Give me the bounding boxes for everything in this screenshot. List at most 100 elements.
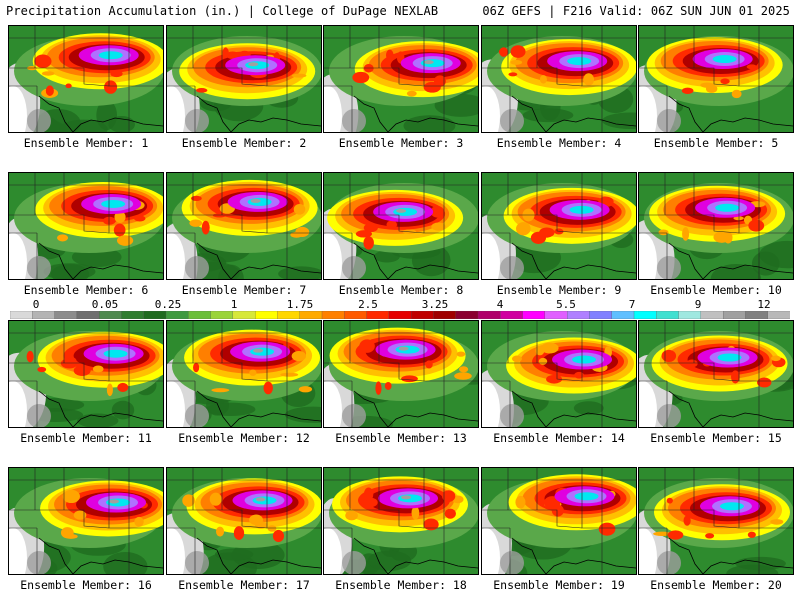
member-label: Ensemble Member: 14 (493, 431, 625, 445)
colorbar-swatch (188, 311, 212, 319)
colorbar-swatch (388, 311, 412, 319)
member-label: Ensemble Member: 20 (650, 578, 782, 592)
precip-field (482, 26, 636, 132)
precip-field (639, 26, 793, 132)
precip-field (167, 321, 321, 427)
colorbar-swatch (566, 311, 591, 319)
colorbar-tick-label: 3.25 (421, 298, 449, 311)
precip-map (638, 25, 794, 133)
precip-map (481, 25, 637, 133)
colorbar-tick-label: 0.05 (91, 298, 119, 311)
precip-map (8, 320, 164, 428)
precip-field (639, 468, 793, 574)
colorbar-swatch (656, 311, 680, 319)
member-label: Ensemble Member: 16 (20, 578, 152, 592)
colorbar-swatch (500, 311, 524, 319)
precip-field (482, 468, 636, 574)
ensemble-member-panel: Ensemble Member: 14 (481, 320, 637, 445)
member-label: Ensemble Member: 19 (493, 578, 625, 592)
colorbar-swatch (455, 311, 479, 319)
ensemble-member-panel: Ensemble Member: 4 (481, 25, 637, 150)
member-label: Ensemble Member: 12 (178, 431, 310, 445)
colorbar-swatch (722, 311, 747, 319)
precip-map (481, 320, 637, 428)
precip-field (639, 321, 793, 427)
member-label: Ensemble Member: 7 (181, 283, 307, 297)
colorbar-tick-label: 1.75 (286, 298, 314, 311)
ensemble-member-panel: Ensemble Member: 16 (8, 467, 164, 592)
colorbar-swatch (254, 311, 279, 319)
member-label: Ensemble Member: 6 (23, 283, 149, 297)
ensemble-member-panel: Ensemble Member: 10 (638, 172, 794, 297)
member-label: Ensemble Member: 18 (335, 578, 467, 592)
member-label: Ensemble Member: 3 (338, 136, 464, 150)
ensemble-member-panel: Ensemble Member: 11 (8, 320, 164, 445)
colorbar-swatch (277, 311, 301, 319)
ensemble-member-panel: Ensemble Member: 9 (481, 172, 637, 297)
colorbar-swatch (433, 311, 457, 319)
ensemble-member-panel: Ensemble Member: 15 (638, 320, 794, 445)
ensemble-member-panel: Ensemble Member: 17 (166, 467, 322, 592)
colorbar-tick-label: 1 (230, 298, 238, 311)
precip-map (481, 172, 637, 280)
colorbar-swatch (366, 311, 390, 319)
colorbar-tick-label: 12 (757, 298, 771, 311)
precip-field (9, 321, 163, 427)
ensemble-member-panel: Ensemble Member: 1 (8, 25, 164, 150)
ensemble-member-panel: Ensemble Member: 13 (323, 320, 479, 445)
colorbar-swatch (143, 311, 167, 319)
colorbar-swatch (54, 311, 78, 319)
colorbar-swatch (121, 311, 145, 319)
precip-map (8, 172, 164, 280)
colorbar-swatch (410, 311, 435, 319)
precip-map (166, 172, 322, 280)
colorbar-swatch (10, 311, 33, 319)
colorbar-swatch (522, 311, 546, 319)
ensemble-member-panel: Ensemble Member: 8 (323, 172, 479, 297)
colorbar-swatch (210, 311, 234, 319)
member-label: Ensemble Member: 9 (496, 283, 622, 297)
ensemble-member-panel: Ensemble Member: 3 (323, 25, 479, 150)
colorbar-swatch (232, 311, 256, 319)
precip-field (167, 468, 321, 574)
map-title: Precipitation Accumulation (in.) | Colle… (6, 4, 439, 18)
precip-field (639, 173, 793, 279)
member-label: Ensemble Member: 13 (335, 431, 467, 445)
colorbar-tick-label: 5.5 (556, 298, 576, 311)
member-label: Ensemble Member: 5 (653, 136, 779, 150)
colorbar-scale (10, 311, 790, 319)
colorbar-swatch (745, 311, 769, 319)
run-info: 06Z GEFS | F216 Valid: 06Z SUN JUN 01 20… (482, 4, 790, 18)
precip-field (9, 26, 163, 132)
ensemble-member-panel: Ensemble Member: 20 (638, 467, 794, 592)
colorbar-swatch (700, 311, 724, 319)
colorbar-swatch (76, 311, 100, 319)
colorbar-swatch (678, 311, 702, 319)
precip-map (638, 320, 794, 428)
colorbar-swatch (98, 311, 123, 319)
colorbar-swatch (344, 311, 368, 319)
colorbar-swatch (477, 311, 501, 319)
precip-field (9, 468, 163, 574)
precip-colorbar: 0 0.05 0.25 1 1.75 2.5 3.25 4 5.5 7 9 12 (10, 298, 790, 320)
colorbar-tick-label: 4 (496, 298, 504, 311)
precip-field (167, 26, 321, 132)
colorbar-tick-label: 0 (32, 298, 40, 311)
member-label: Ensemble Member: 17 (178, 578, 310, 592)
precip-map (166, 467, 322, 575)
precip-map (638, 172, 794, 280)
precip-map (8, 25, 164, 133)
ensemble-member-panel: Ensemble Member: 18 (323, 467, 479, 592)
precip-map (323, 25, 479, 133)
precip-field (167, 173, 321, 279)
colorbar-swatch (299, 311, 323, 319)
precip-map (166, 320, 322, 428)
colorbar-swatch (633, 311, 657, 319)
precip-map (323, 172, 479, 280)
ensemble-member-panel: Ensemble Member: 5 (638, 25, 794, 150)
colorbar-tick-label: 7 (628, 298, 636, 311)
precip-field (324, 173, 478, 279)
precip-field (324, 26, 478, 132)
precip-map (8, 467, 164, 575)
